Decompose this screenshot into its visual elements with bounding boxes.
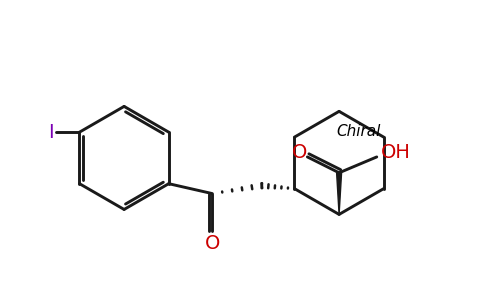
Text: O: O	[292, 143, 307, 163]
Text: Chiral: Chiral	[337, 124, 381, 139]
Text: O: O	[205, 234, 220, 253]
Polygon shape	[336, 173, 342, 214]
Text: OH: OH	[381, 143, 410, 163]
Text: I: I	[48, 123, 54, 142]
